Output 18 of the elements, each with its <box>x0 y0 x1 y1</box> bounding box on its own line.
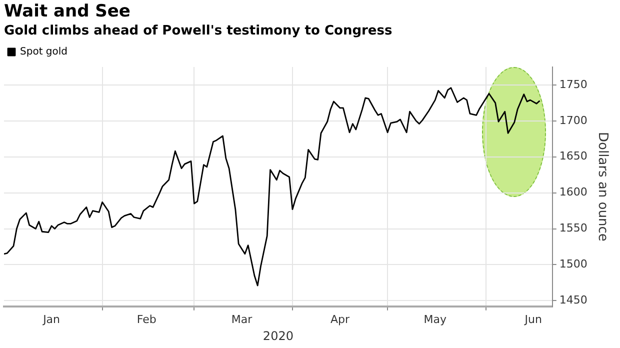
x-tick-label: May <box>424 312 447 326</box>
chart-title: Wait and See <box>4 2 130 22</box>
y-tick-label: 1750 <box>559 78 588 91</box>
y-axis-title: Dollars an ounce <box>594 132 610 242</box>
y-tick-label: 1650 <box>559 150 588 163</box>
chart-subtitle: Gold climbs ahead of Powell's testimony to Congress <box>4 24 392 39</box>
y-tick-label: 1600 <box>559 186 588 199</box>
y-tick-label: 1450 <box>559 294 588 307</box>
x-tick-label: Jan <box>42 312 60 326</box>
x-axis-title: 2020 <box>262 328 294 343</box>
y-tick-label: 1700 <box>559 114 588 127</box>
x-tick-label: Jun <box>524 312 542 326</box>
x-tick-label: Apr <box>330 312 350 326</box>
x-tick-label: Mar <box>231 312 253 326</box>
y-tick-label: 1550 <box>559 222 588 235</box>
x-tick-label: Feb <box>136 312 156 326</box>
legend-label: Spot gold <box>20 46 68 58</box>
y-tick-label: 1500 <box>559 258 588 271</box>
